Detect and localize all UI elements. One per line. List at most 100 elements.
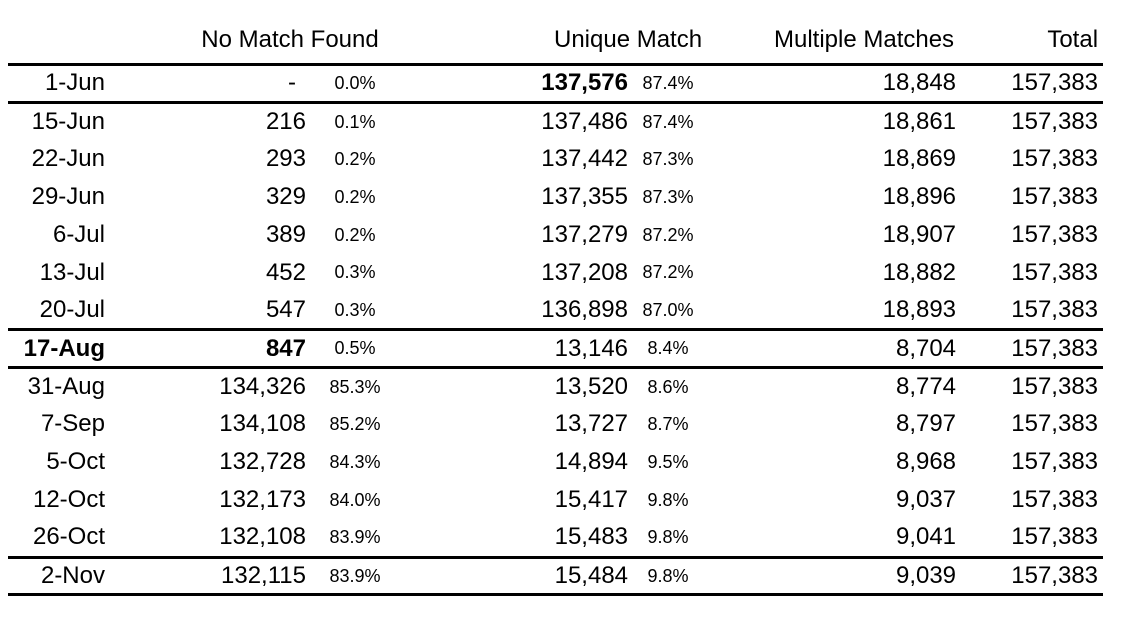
- table-row: 6-Jul 389 0.2% 137,279 87.2% 18,907 157,…: [8, 216, 1103, 254]
- cell-date: 22-Jun: [31, 145, 105, 173]
- cell-total: 157,383: [1011, 108, 1099, 136]
- table-row: 20-Jul 547 0.3% 136,898 87.0% 18,893 157…: [8, 291, 1104, 332]
- cell-multiple-count: 18,907: [882, 221, 957, 248]
- cell-no-match-count: 132,173: [219, 486, 306, 514]
- cell-multiple-count: 8,774: [895, 373, 957, 401]
- cell-no-match-pct: 0.5%: [312, 329, 399, 370]
- cell-multiple-count: 9,041: [702, 519, 963, 559]
- cell-multiple-count: 9,037: [895, 486, 957, 514]
- cell-total: 157,383: [962, 329, 1104, 370]
- cell-unique-count: 137,355: [541, 183, 629, 211]
- cell-unique-count: 13,146: [398, 329, 635, 370]
- cell-no-match-count: 389: [265, 221, 306, 248]
- table-row: 5-Oct 132,728 84.3% 14,894 9.5% 8,968 15…: [8, 443, 1103, 481]
- cell-total: 157,383: [962, 64, 1104, 104]
- cell-unique-pct: 9.8%: [634, 519, 703, 559]
- cell-unique-count: 137,486: [541, 108, 629, 136]
- cell-unique-pct: 87.3%: [642, 186, 694, 207]
- cell-multiple-count: 18,861: [882, 108, 957, 136]
- match-results-table: No Match Found Unique Match Multiple Mat…: [8, 26, 1104, 597]
- cell-total: 157,383: [962, 291, 1104, 332]
- cell-no-match-count: 132,728: [219, 448, 306, 476]
- table-row: 26-Oct 132,108 83.9% 15,483 9.8% 9,041 1…: [8, 519, 1104, 559]
- cell-total: 157,383: [962, 519, 1104, 559]
- cell-unique-pct: 9.5%: [647, 451, 689, 472]
- cell-no-match-pct: 0.2%: [334, 186, 376, 207]
- table-row: 15-Jun 216 0.1% 137,486 87.4% 18,861 157…: [8, 102, 1103, 140]
- cell-multiple-count: 18,848: [702, 64, 963, 104]
- cell-unique-pct: 87.2%: [642, 224, 694, 245]
- cell-date: 31-Aug: [27, 373, 105, 401]
- cell-date: 12-Oct: [32, 486, 105, 514]
- cell-total: 157,383: [1011, 258, 1099, 286]
- cell-unique-pct: 87.0%: [634, 291, 703, 332]
- cell-multiple-count: 9,039: [702, 557, 963, 597]
- cell-total: 157,383: [1011, 410, 1099, 438]
- cell-date: 5-Oct: [46, 448, 105, 476]
- cell-no-match-count: 134,326: [219, 373, 306, 401]
- cell-no-match-pct: 85.2%: [329, 413, 381, 434]
- cell-no-match-count: 547: [108, 291, 312, 332]
- cell-unique-pct: 9.8%: [634, 557, 703, 597]
- cell-unique-pct: 8.7%: [647, 413, 689, 434]
- cell-no-match-pct: 83.9%: [312, 519, 399, 559]
- cell-no-match-pct: 0.3%: [312, 291, 399, 332]
- cell-unique-count: 14,894: [554, 448, 629, 476]
- cell-date: 17-Aug: [8, 329, 108, 370]
- cell-total: 157,383: [1011, 373, 1099, 401]
- cell-no-match-pct: 85.3%: [329, 376, 381, 397]
- table-row: 31-Aug 134,326 85.3% 13,520 8.6% 8,774 1…: [8, 368, 1103, 406]
- cell-no-match-count: 293: [265, 145, 306, 173]
- table-row: 2-Nov 132,115 83.9% 15,484 9.8% 9,039 15…: [8, 557, 1104, 597]
- cell-unique-pct: 8.6%: [647, 376, 689, 397]
- cell-total: 157,383: [1011, 183, 1099, 211]
- table-row: 12-Oct 132,173 84.0% 15,417 9.8% 9,037 1…: [8, 481, 1103, 519]
- cell-multiple-count: 8,968: [895, 448, 957, 476]
- table-row: 1-Jun - 0.0% 137,576 87.4% 18,848 157,38…: [8, 64, 1104, 104]
- cell-date: 29-Jun: [31, 183, 105, 211]
- cell-unique-count: 136,898: [398, 291, 635, 332]
- cell-unique-pct: 87.3%: [642, 148, 694, 169]
- cell-date: 20-Jul: [8, 291, 108, 332]
- cell-unique-pct: 87.2%: [642, 262, 694, 283]
- cell-no-match-pct: 84.0%: [329, 489, 381, 510]
- header-date: [8, 26, 108, 66]
- cell-no-match-pct: 84.3%: [329, 451, 381, 472]
- cell-unique-count: 15,417: [554, 486, 629, 514]
- cell-no-match-pct: 0.2%: [334, 224, 376, 245]
- cell-multiple-count: 18,896: [882, 183, 957, 211]
- cell-total: 157,383: [1011, 486, 1099, 514]
- cell-no-match-count: 329: [265, 183, 306, 211]
- cell-unique-pct: 8.4%: [634, 329, 703, 370]
- cell-total: 157,383: [1011, 145, 1099, 173]
- cell-multiple-count: 8,797: [895, 410, 957, 438]
- table-row: 22-Jun 293 0.2% 137,442 87.3% 18,869 157…: [8, 140, 1103, 178]
- cell-date: 26-Oct: [8, 519, 108, 559]
- cell-no-match-pct: 0.1%: [334, 111, 376, 132]
- cell-multiple-count: 18,882: [882, 258, 957, 286]
- cell-unique-count: 13,727: [554, 410, 629, 438]
- cell-total: 157,383: [962, 557, 1104, 597]
- cell-unique-pct: 87.4%: [634, 64, 703, 104]
- cell-no-match-count: -: [108, 64, 312, 104]
- cell-unique-pct: 9.8%: [647, 489, 689, 510]
- cell-no-match-pct: 0.2%: [334, 148, 376, 169]
- cell-no-match-pct: 83.9%: [312, 557, 399, 597]
- cell-unique-count: 137,442: [541, 145, 629, 173]
- header-no-match-found: No Match Found: [108, 26, 399, 66]
- cell-multiple-count: 18,893: [702, 291, 963, 332]
- table-row: 7-Sep 134,108 85.2% 13,727 8.7% 8,797 15…: [8, 406, 1103, 444]
- cell-unique-count: 137,576: [398, 64, 635, 104]
- cell-date: 13-Jul: [39, 258, 105, 286]
- cell-total: 157,383: [1011, 221, 1099, 248]
- cell-date: 6-Jul: [52, 221, 105, 248]
- cell-date: 7-Sep: [40, 410, 105, 438]
- cell-no-match-pct: 0.0%: [312, 64, 399, 104]
- cell-unique-count: 137,208: [541, 258, 629, 286]
- cell-unique-count: 15,484: [398, 557, 635, 597]
- table-row-highlighted: 17-Aug 847 0.5% 13,146 8.4% 8,704 157,38…: [8, 329, 1104, 370]
- header-total: Total: [962, 26, 1104, 66]
- cell-no-match-count: 132,108: [108, 519, 312, 559]
- cell-multiple-count: 8,704: [702, 329, 963, 370]
- header-multiple-matches: Multiple Matches: [702, 26, 963, 66]
